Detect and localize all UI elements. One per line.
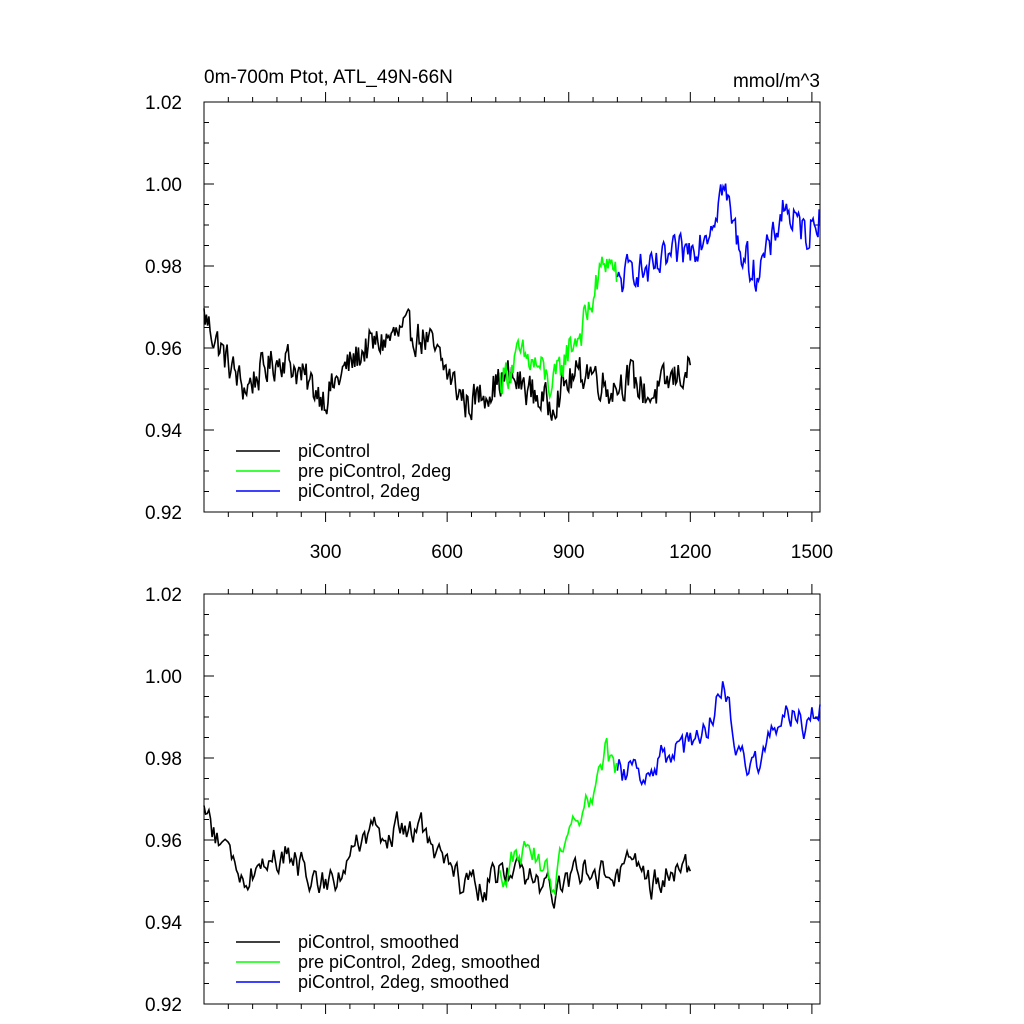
legend-label: piControl, 2deg xyxy=(298,481,420,501)
x-tick-label: 1200 xyxy=(669,542,711,563)
legend-label: pre piControl, 2deg xyxy=(298,461,451,481)
series-line-0 xyxy=(203,805,692,909)
top-panel: 0.92 0.94 0.96 0.98 1.00 1.02 300 600 900 1200 150… xyxy=(145,92,833,563)
y-tick-label: 0.96 xyxy=(145,831,182,852)
x-tick-label: 1500 xyxy=(791,542,833,563)
y-tick-label: 0.92 xyxy=(145,995,182,1016)
y-tick-label: 1.00 xyxy=(145,667,182,688)
series-line-2 xyxy=(616,681,821,787)
top-plot-frame xyxy=(203,101,821,513)
y-tick-label: 0.98 xyxy=(145,257,182,278)
y-tick-label: 0.98 xyxy=(145,749,182,770)
x-tick-label: 300 xyxy=(310,542,342,563)
legend-label: pre piControl, 2deg, smoothed xyxy=(298,952,540,972)
series-line-2 xyxy=(616,183,820,293)
y-tick-label: 0.92 xyxy=(145,503,182,524)
chart-title: 0m-700m Ptot, ATL_49N-66N xyxy=(204,67,453,88)
units-label: mmol/m^3 xyxy=(733,71,820,92)
y-tick-label: 0.96 xyxy=(145,339,182,360)
legend-label: piControl xyxy=(298,441,370,461)
legend-label: piControl, 2deg, smoothed xyxy=(298,972,509,992)
series-line-1 xyxy=(499,737,618,897)
legend-label: piControl, smoothed xyxy=(298,932,459,952)
bottom-plot-frame xyxy=(203,593,821,1005)
y-tick-label: 0.94 xyxy=(145,421,182,442)
y-tick-label: 1.02 xyxy=(145,93,182,114)
y-tick-label: 1.02 xyxy=(145,585,182,606)
series-line-0 xyxy=(203,307,692,421)
y-tick-label: 1.00 xyxy=(145,175,182,196)
x-tick-label: 900 xyxy=(553,542,585,563)
bottom-panel: 0.92 0.94 0.96 0.98 1.00 1.02 piControl, smoo… xyxy=(145,584,821,1016)
y-tick-label: 0.94 xyxy=(145,913,182,934)
series-line-1 xyxy=(499,256,618,401)
x-tick-label: 600 xyxy=(431,542,463,563)
